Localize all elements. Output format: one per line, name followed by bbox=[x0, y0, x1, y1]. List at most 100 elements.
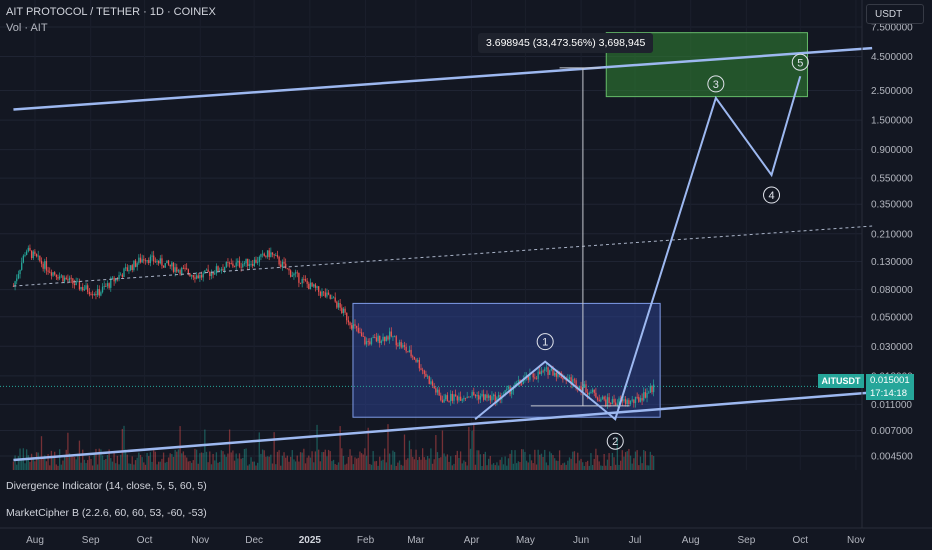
candle bbox=[410, 349, 412, 357]
volume-bar bbox=[453, 463, 455, 470]
candle bbox=[385, 336, 387, 342]
candle bbox=[535, 378, 538, 380]
candle bbox=[301, 278, 303, 284]
candle bbox=[157, 260, 160, 264]
candle bbox=[275, 255, 277, 256]
y-tick-label: 0.900000 bbox=[871, 145, 913, 156]
volume-bar bbox=[463, 460, 465, 470]
candle bbox=[593, 389, 595, 393]
volume-bar bbox=[545, 462, 548, 470]
candle bbox=[72, 278, 74, 284]
candle bbox=[355, 325, 358, 328]
wave-projection: 1 2 3 4 5 bbox=[474, 53, 809, 450]
volume-bar bbox=[573, 451, 576, 470]
volume-bar bbox=[200, 452, 203, 470]
volume-bar bbox=[392, 450, 394, 470]
candle bbox=[40, 260, 43, 264]
divergence-indicator-legend[interactable]: Divergence Indicator (14, close, 5, 5, 6… bbox=[6, 480, 207, 492]
candle bbox=[417, 360, 419, 362]
volume-bar bbox=[529, 454, 531, 470]
volume-bar bbox=[405, 459, 407, 470]
volume-bar bbox=[646, 465, 648, 470]
volume-bar bbox=[161, 458, 163, 470]
candle bbox=[212, 272, 214, 275]
volume-bar bbox=[237, 458, 239, 470]
currency-button[interactable]: USDT bbox=[866, 4, 924, 24]
volume-bar bbox=[32, 457, 34, 470]
candle bbox=[542, 370, 544, 372]
volume-bar bbox=[126, 454, 128, 470]
candle bbox=[298, 272, 300, 283]
candle bbox=[324, 292, 326, 297]
candle bbox=[334, 297, 336, 302]
volume-bar bbox=[34, 461, 36, 470]
candle bbox=[512, 387, 515, 391]
volume-bar bbox=[393, 451, 396, 470]
volume-bar bbox=[436, 452, 439, 470]
time-axis: Aug Sep Oct Nov Dec 2025 Feb Mar Apr May Jun Jul Aug… bbox=[0, 527, 932, 546]
volume-bar bbox=[379, 456, 381, 470]
volume-bar bbox=[431, 463, 434, 470]
marketcipher-legend[interactable]: MarketCipher B (2.2.6, 60, 60, 53, -60, … bbox=[6, 507, 207, 519]
candle bbox=[321, 291, 323, 296]
volume-bar bbox=[190, 462, 193, 470]
volume-bar bbox=[603, 453, 605, 470]
candle bbox=[182, 267, 185, 269]
y-tick-label: 4.500000 bbox=[871, 52, 913, 63]
candle bbox=[492, 394, 495, 397]
volume-bar bbox=[421, 448, 424, 470]
volume-bar bbox=[194, 448, 196, 470]
volume-bar bbox=[512, 463, 515, 470]
symbol-title[interactable]: AIT PROTOCOL / TETHER · 1D · COINEX bbox=[6, 6, 216, 18]
y-tick-label: 1.500000 bbox=[871, 116, 913, 127]
candle bbox=[166, 260, 168, 264]
y-tick-label: 2.500000 bbox=[871, 86, 913, 97]
volume-bar bbox=[227, 453, 229, 470]
volume-legend: Vol · AIT bbox=[6, 22, 48, 34]
volume-bar bbox=[144, 464, 147, 470]
candle bbox=[289, 270, 292, 277]
volume-bar bbox=[588, 465, 590, 470]
volume-bar bbox=[633, 458, 635, 470]
volume-bar bbox=[288, 461, 290, 470]
candle bbox=[308, 283, 310, 290]
candle bbox=[380, 340, 383, 343]
volume-bar bbox=[413, 459, 416, 470]
candle bbox=[646, 392, 648, 398]
candle bbox=[547, 367, 549, 375]
candle bbox=[197, 275, 199, 279]
wave-label-circle bbox=[707, 75, 725, 93]
volume-bar bbox=[481, 465, 483, 470]
candle bbox=[471, 392, 473, 397]
volume-bar bbox=[458, 457, 460, 470]
wave-label-4: 4 bbox=[768, 190, 774, 202]
y-tick-label: 0.550000 bbox=[871, 174, 913, 185]
volume-bar bbox=[204, 429, 206, 470]
y-tick-label: 0.130000 bbox=[871, 257, 913, 268]
volume-bar bbox=[60, 464, 62, 470]
candle bbox=[299, 282, 302, 284]
candle bbox=[395, 336, 397, 346]
symbol-price-tag: AITUSDT bbox=[818, 374, 864, 388]
volume-bar bbox=[334, 464, 336, 470]
volume-bar bbox=[572, 451, 574, 470]
volume-bar bbox=[322, 452, 325, 470]
candle bbox=[22, 255, 24, 263]
candle bbox=[115, 278, 117, 282]
candle bbox=[329, 294, 331, 299]
volume-bar bbox=[446, 454, 449, 470]
volume-bar bbox=[220, 450, 222, 470]
volume-bar bbox=[296, 455, 298, 470]
volume-bar bbox=[238, 453, 241, 470]
candle bbox=[583, 384, 585, 388]
candle bbox=[222, 269, 224, 271]
candle bbox=[232, 263, 234, 267]
candle bbox=[539, 371, 541, 375]
countdown: 17:14:18 bbox=[870, 388, 907, 399]
volume-bar bbox=[397, 462, 399, 470]
volume-bar bbox=[223, 454, 226, 470]
volume-bar bbox=[195, 449, 198, 470]
candle bbox=[484, 394, 486, 400]
volume-bar bbox=[336, 464, 338, 470]
